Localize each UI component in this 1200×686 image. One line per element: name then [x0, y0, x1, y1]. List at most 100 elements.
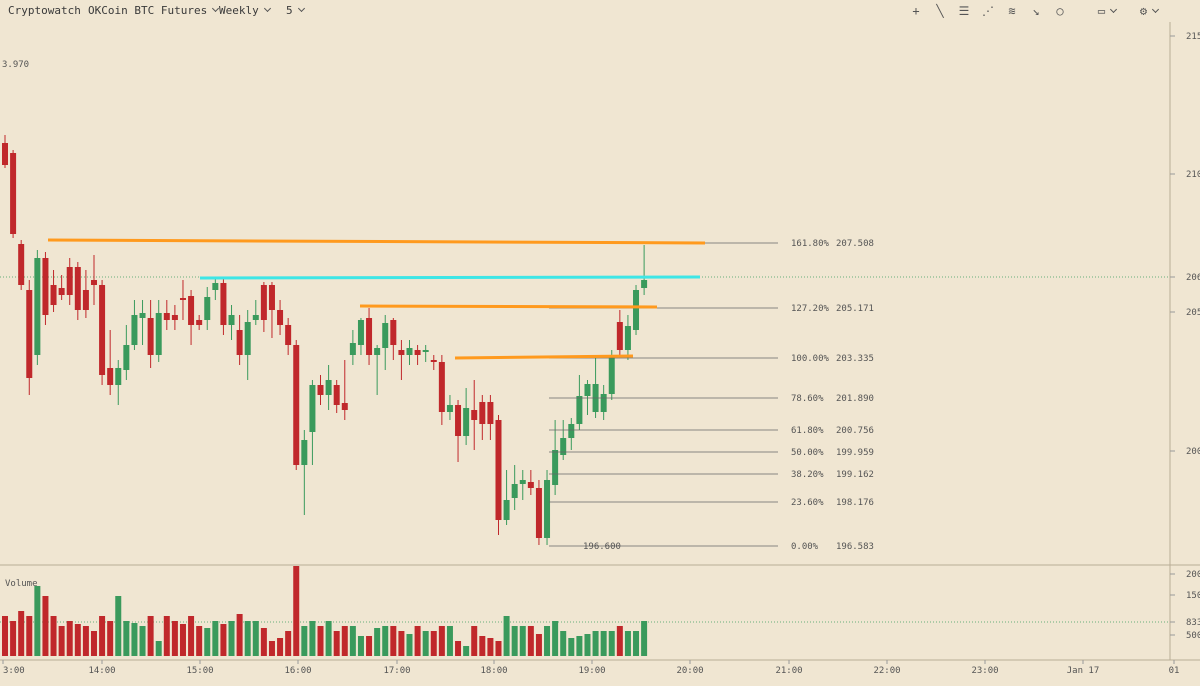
fib-level-price: 203.335: [836, 354, 874, 364]
fib-level-pct: 127.20%: [791, 304, 830, 314]
plus-icon[interactable]: +: [912, 4, 920, 18]
interval-selector[interactable]: 5: [286, 4, 305, 17]
price-axis-label: 200: [1186, 447, 1200, 457]
time-axis-labels: 3:00 14:00 15:00 16:00 17:00 18:00 19:00 20:00 2…: [2, 660, 1179, 676]
fib-level-pct: 23.60%: [791, 498, 824, 508]
line-icon[interactable]: ╲: [936, 4, 944, 18]
volume-bar: [414, 626, 421, 656]
fib-level-pct: 100.00%: [791, 354, 830, 364]
volume-bar: [317, 626, 324, 656]
volume-axis-labels: 200 150 833 500: [1170, 570, 1200, 641]
candle-body: [58, 288, 65, 295]
candle-body: [430, 360, 437, 362]
market-selector[interactable]: OKCoin BTC Futures: [88, 4, 220, 17]
candle-body: [212, 283, 219, 290]
fib-icon[interactable]: ≋: [1008, 4, 1016, 18]
volume-bar: [341, 626, 348, 656]
volume-bar: [268, 641, 275, 656]
candle-body: [471, 410, 478, 420]
volume-group: [2, 566, 648, 656]
fib-level-price: 199.162: [836, 470, 874, 480]
volume-bar: [147, 616, 154, 656]
menu-icon[interactable]: ☰: [958, 4, 970, 18]
candle-body: [34, 258, 41, 355]
volume-bar: [455, 641, 462, 656]
candle-body: [398, 350, 405, 355]
candle-body: [285, 325, 292, 345]
candle-body: [74, 267, 81, 310]
volume-bar: [188, 616, 195, 656]
candle-body: [301, 440, 308, 465]
candle-body: [600, 394, 607, 412]
candle-body: [511, 484, 518, 498]
volume-bar: [18, 611, 25, 656]
candle-body: [544, 480, 551, 538]
volume-bar: [495, 641, 502, 656]
candle-body: [552, 450, 559, 485]
contract-selector[interactable]: Weekly: [219, 4, 271, 17]
volume-bar: [293, 566, 300, 656]
volume-bar: [99, 616, 106, 656]
gear-icon[interactable]: ⚙: [1136, 3, 1162, 19]
candle-body: [390, 320, 397, 345]
candle-body: [2, 143, 8, 165]
volume-bar: [382, 626, 389, 656]
candle-body: [107, 368, 114, 385]
volume-bar: [115, 596, 122, 656]
volume-bar: [552, 621, 559, 656]
orange-trend-line: [359, 304, 658, 309]
candle-body: [252, 315, 259, 320]
time-axis-label: 18:00: [480, 666, 507, 676]
price-axis-label: 210: [1186, 170, 1200, 180]
volume-bar: [252, 621, 259, 656]
candle-body: [463, 408, 470, 436]
volume-bar: [430, 631, 437, 656]
orange-trend-line: [47, 238, 706, 245]
interval-label: 5: [286, 4, 293, 17]
candle-body: [374, 348, 381, 355]
time-axis-label: 20:00: [676, 666, 703, 676]
volume-bar: [244, 621, 251, 656]
volume-bar: [82, 626, 89, 656]
volume-bar: [349, 626, 356, 656]
candle-body: [624, 326, 631, 350]
candle-body: [438, 362, 445, 412]
candle-body: [414, 350, 421, 355]
volume-bar: [228, 621, 235, 656]
volume-title: Volume: [5, 579, 38, 589]
volume-bar: [446, 626, 453, 656]
candle-body: [349, 343, 356, 355]
candle-body: [325, 380, 332, 395]
fib-level-price: 207.508: [836, 239, 874, 249]
brand-logo[interactable]: Cryptowatch: [8, 4, 81, 17]
cyan-trend-line: [199, 275, 701, 280]
candle-body: [455, 405, 462, 436]
time-axis-label: 14:00: [88, 666, 115, 676]
drawings-group: [47, 238, 706, 360]
candle-body: [519, 480, 526, 484]
candle-body: [366, 318, 373, 355]
candle-body: [422, 350, 429, 352]
volume-bar: [220, 624, 227, 656]
arrow-icon[interactable]: ↘: [1032, 4, 1040, 18]
volume-bar: [366, 636, 373, 656]
keyboard-icon[interactable]: ▭: [1094, 3, 1120, 19]
last-price-label: 206: [1186, 273, 1200, 283]
volume-bar: [10, 621, 17, 656]
volume-bar: [301, 626, 308, 656]
volume-bar: [374, 628, 381, 656]
candle-body: [309, 385, 316, 432]
candle-body: [382, 323, 389, 348]
circle-icon[interactable]: ○: [1056, 4, 1064, 18]
volume-bar: [568, 638, 575, 656]
volume-bar: [179, 624, 186, 656]
volume-bar: [42, 596, 49, 656]
volume-bar: [66, 621, 73, 656]
fan-icon[interactable]: ⋰: [982, 4, 994, 18]
volume-bar: [139, 626, 146, 656]
volume-bar: [463, 646, 470, 656]
time-axis-label: Jan 17: [1067, 666, 1100, 676]
last-price-box: [1180, 271, 1200, 283]
volume-bar: [123, 621, 130, 656]
